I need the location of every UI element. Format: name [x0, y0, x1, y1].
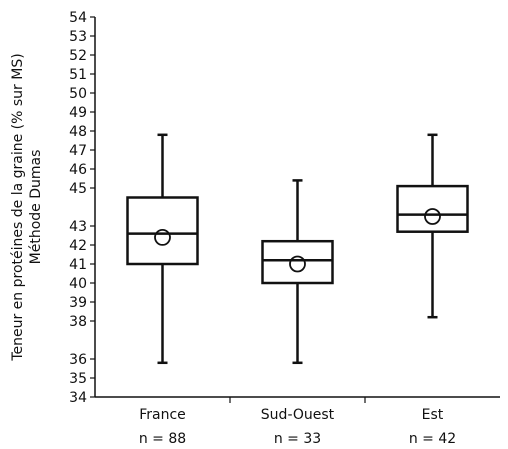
y-tick-label: 42 — [69, 238, 87, 254]
y-tick-label: 52 — [69, 48, 87, 64]
mean-marker — [154, 228, 171, 246]
sample-size-label: n = 33 — [274, 431, 321, 447]
y-tick-label: 47 — [69, 143, 87, 159]
sample-size-label: n = 42 — [409, 431, 456, 447]
mean-marker — [289, 255, 306, 273]
x-category-label: France — [139, 407, 186, 423]
boxes — [126, 133, 469, 365]
interquartile-box — [261, 239, 334, 285]
y-tick-label: 46 — [69, 162, 87, 178]
box-france — [126, 133, 199, 365]
y-tick-label: 48 — [69, 124, 87, 140]
y-tick-label: 43 — [69, 219, 87, 235]
y-tick-label: 45 — [69, 181, 87, 197]
y-axis-title: Teneur en protéines de la graine (% sur … — [10, 53, 26, 361]
y-tick-label: 34 — [69, 390, 87, 406]
y-axis-subtitle: Méthode Dumas — [28, 150, 44, 265]
box-est — [396, 133, 469, 319]
y-tick-label: 40 — [69, 276, 87, 292]
x-category-label: Sud-Ouest — [261, 407, 335, 423]
y-tick-label: 35 — [69, 371, 87, 387]
y-tick-label: 41 — [69, 257, 87, 273]
mean-marker — [424, 208, 441, 225]
y-tick-label: 50 — [69, 86, 87, 102]
y-tick-label: 49 — [69, 105, 87, 121]
y-tick-label: 53 — [69, 29, 87, 45]
box-sud-ouest — [261, 179, 334, 365]
x-axis: France n = 88 Sud-Ouest n = 33 Est n = 42 — [95, 396, 500, 447]
y-axis: 34 35 36 38 39 40 41 42 43 45 46 47 48 49 50 51 52 53 54 — [69, 10, 96, 406]
y-tick-label: 39 — [69, 295, 87, 311]
y-tick-label: 51 — [69, 67, 87, 83]
y-tick-label: 38 — [69, 314, 87, 330]
sample-size-label: n = 88 — [139, 431, 186, 447]
y-tick-label: 36 — [69, 352, 87, 368]
x-category-label: Est — [422, 407, 444, 423]
y-tick-label: 54 — [69, 10, 87, 26]
